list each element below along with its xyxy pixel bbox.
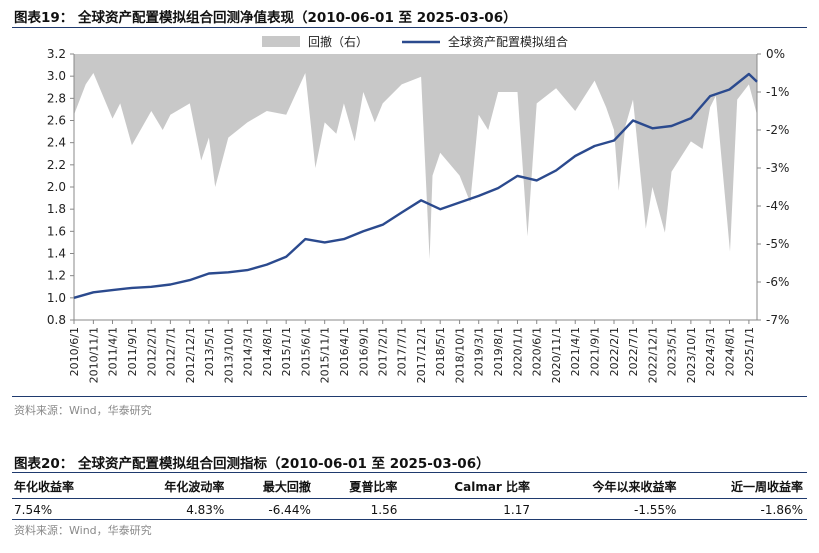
x-tick-label: 2012/12/1 — [184, 327, 197, 383]
x-tick-label: 2013/5/1 — [203, 327, 216, 376]
y-tick-label: 2.0 — [47, 180, 66, 194]
legend-drawdown-swatch — [262, 36, 300, 47]
x-tick-label: 2011/9/1 — [126, 327, 139, 376]
header-max-drawdown: 最大回撤 — [262, 480, 311, 494]
figure19-top-rule — [12, 27, 807, 28]
y-tick-label: 1.8 — [47, 202, 66, 216]
value-week-return: -1.86% — [760, 503, 803, 517]
x-tick-label: 2013/10/1 — [222, 327, 235, 383]
legend-nav-label: 全球资产配置模拟组合 — [448, 34, 568, 49]
y2-tick-label: -1% — [766, 85, 789, 99]
header-week-return: 近一周收益率 — [730, 480, 803, 494]
y-tick-label: 3.0 — [47, 69, 66, 83]
x-tick-label: 2018/10/1 — [454, 327, 467, 383]
x-tick-label: 2017/2/1 — [377, 327, 390, 376]
x-tick-label: 2017/12/1 — [415, 327, 428, 383]
x-tick-label: 2011/4/1 — [107, 327, 120, 376]
x-tick-label: 2022/7/1 — [627, 327, 640, 376]
y2-tick-label: -3% — [766, 161, 789, 175]
nav-line — [73, 72, 758, 299]
y-tick-label: 1.6 — [47, 224, 66, 238]
x-tick-label: 2023/10/1 — [685, 327, 698, 383]
x-tick-label: 2025/1/1 — [743, 327, 756, 376]
y2-tick-label: -4% — [766, 199, 789, 213]
y-tick-label: 2.6 — [47, 114, 66, 128]
y2-tick-label: -2% — [766, 123, 789, 137]
x-tick-label: 2022/2/1 — [608, 327, 621, 376]
drawdown-area — [74, 54, 757, 260]
figure20-top-rule — [12, 472, 807, 473]
x-tick-label: 2020/6/1 — [531, 327, 544, 376]
y-tick-label: 2.4 — [47, 136, 66, 150]
legend-drawdown-label: 回撤（右） — [308, 34, 368, 49]
metrics-value-row: 7.54% 4.83% -6.44% 1.56 1.17 -1.55% -1.8… — [12, 499, 807, 520]
figure20-title: 图表20： 全球资产配置模拟组合回测指标（2010-06-01 至 2025-0… — [14, 456, 490, 472]
value-ytd-return: -1.55% — [634, 503, 677, 517]
y-tick-label: 2.2 — [47, 158, 66, 172]
x-tick-label: 2024/8/1 — [724, 327, 737, 376]
x-tick-label: 2016/9/1 — [357, 327, 370, 376]
value-max-drawdown: -6.44% — [268, 503, 311, 517]
x-tick-label: 2018/5/1 — [434, 327, 447, 376]
y2-tick-label: 0% — [766, 47, 785, 61]
x-tick-label: 2010/11/1 — [87, 327, 100, 383]
x-tick-label: 2014/8/1 — [261, 327, 274, 376]
x-tick-label: 2021/4/1 — [569, 327, 582, 376]
value-sharpe-ratio: 1.56 — [370, 503, 398, 517]
x-tick-label: 2022/12/1 — [646, 327, 659, 383]
y2-tick-label: -5% — [766, 237, 789, 251]
x-tick-label: 2014/3/1 — [241, 327, 254, 376]
figure19-source: 资料来源：Wind，华泰研究 — [14, 404, 152, 417]
header-calmar-ratio: Calmar 比率 — [454, 480, 531, 494]
x-tick-label: 2015/11/1 — [319, 327, 332, 383]
y2-tick-label: -7% — [766, 313, 789, 327]
figure20-source: 资料来源：Wind，华泰研究 — [14, 524, 152, 537]
y-tick-label: 0.8 — [47, 313, 66, 327]
x-tick-label: 2020/1/1 — [512, 327, 525, 376]
header-annual-return: 年化收益率 — [14, 480, 75, 494]
metrics-header-row: 年化收益率 年化波动率 最大回撤 夏普比率 Calmar 比率 今年以来收益率 … — [12, 476, 807, 499]
x-tick-label: 2012/2/1 — [145, 327, 158, 376]
y-tick-label: 1.2 — [47, 269, 66, 283]
x-tick-label: 2019/3/1 — [473, 327, 486, 376]
value-calmar-ratio: 1.17 — [503, 503, 531, 517]
x-tick-label: 2016/4/1 — [338, 327, 351, 376]
header-annual-volatility: 年化波动率 — [164, 480, 225, 494]
y-tick-label: 1.4 — [47, 247, 66, 261]
header-sharpe-ratio: 夏普比率 — [349, 480, 398, 494]
x-tick-label: 2015/1/1 — [280, 327, 293, 376]
x-tick-label: 2021/9/1 — [589, 327, 602, 376]
y2-tick-label: -6% — [766, 275, 789, 289]
x-tick-label: 2020/11/1 — [550, 327, 563, 383]
x-tick-label: 2023/5/1 — [666, 327, 679, 376]
x-tick-label: 2015/6/1 — [299, 327, 312, 376]
metrics-table: 年化收益率 年化波动率 最大回撤 夏普比率 Calmar 比率 今年以来收益率 … — [12, 476, 807, 520]
x-tick-label: 2017/7/1 — [396, 327, 409, 376]
value-annual-volatility: 4.83% — [186, 503, 225, 517]
figure19-title: 图表19： 全球资产配置模拟组合回测净值表现（2010-06-01 至 2025… — [14, 10, 517, 26]
x-tick-label: 2010/6/1 — [68, 327, 81, 376]
header-ytd-return: 今年以来收益率 — [592, 480, 677, 494]
x-tick-label: 2024/3/1 — [704, 327, 717, 376]
y-tick-label: 2.8 — [47, 91, 66, 105]
y-tick-label: 3.2 — [47, 47, 66, 61]
figure19-bottom-rule — [12, 396, 807, 397]
x-tick-label: 2012/7/1 — [164, 327, 177, 376]
y-tick-label: 1.0 — [47, 291, 66, 305]
value-annual-return: 7.54% — [14, 503, 53, 517]
nav-drawdown-chart: 0.8 1.0 1.2 1.4 1.6 1.8 2.0 2.2 2.4 2.6 2.8 3.0 3.2 0… — [47, 34, 789, 383]
x-tick-label: 2019/8/1 — [492, 327, 505, 376]
